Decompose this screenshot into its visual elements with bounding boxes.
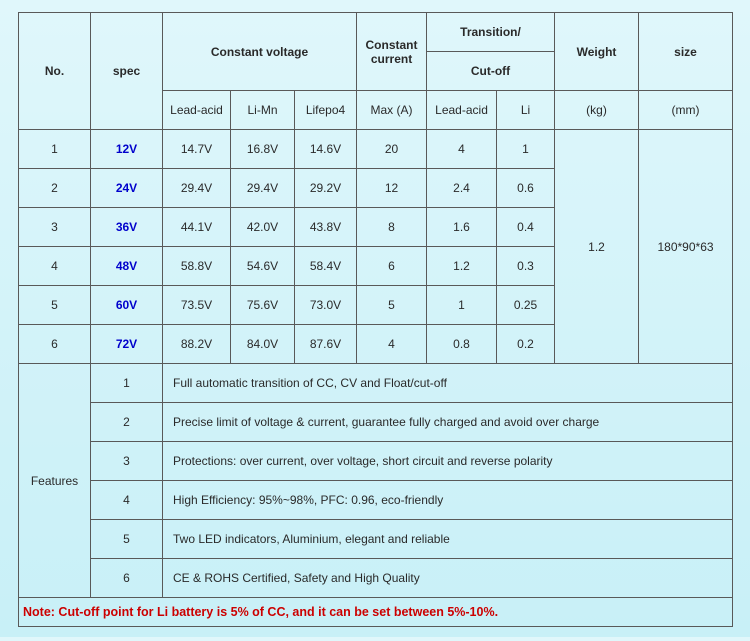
cell-co-li: 0.3 xyxy=(497,247,555,286)
header-constant-voltage: Constant voltage xyxy=(163,13,357,91)
cell-no: 4 xyxy=(19,247,91,286)
cell-co-lead: 1 xyxy=(427,286,497,325)
feature-row: 3 Protections: over current, over voltag… xyxy=(19,442,733,481)
cell-lead: 44.1V xyxy=(163,208,231,247)
cell-max: 5 xyxy=(357,286,427,325)
cell-co-lead: 0.8 xyxy=(427,325,497,364)
cell-lead: 29.4V xyxy=(163,169,231,208)
feature-row: 5 Two LED indicators, Aluminium, elegant… xyxy=(19,520,733,559)
feature-no: 6 xyxy=(91,559,163,598)
cell-co-lead: 4 xyxy=(427,130,497,169)
feature-text: Protections: over current, over voltage,… xyxy=(163,442,733,481)
cell-max: 6 xyxy=(357,247,427,286)
sh-li-mn: Li-Mn xyxy=(231,91,295,130)
cell-max: 8 xyxy=(357,208,427,247)
feature-text: CE & ROHS Certified, Safety and High Qua… xyxy=(163,559,733,598)
feature-no: 4 xyxy=(91,481,163,520)
table-row: 1 12V 14.7V 16.8V 14.6V 20 4 1 1.2 180*9… xyxy=(19,130,733,169)
cell-no: 2 xyxy=(19,169,91,208)
cell-limn: 16.8V xyxy=(231,130,295,169)
feature-no: 2 xyxy=(91,403,163,442)
features-label: Features xyxy=(19,364,91,598)
cell-lead: 14.7V xyxy=(163,130,231,169)
note-text: Note: Cut-off point for Li battery is 5%… xyxy=(19,598,733,627)
header-weight: Weight xyxy=(555,13,639,91)
cell-max: 12 xyxy=(357,169,427,208)
table-container: No. spec Constant voltage Constant curre… xyxy=(0,0,750,637)
feature-no: 1 xyxy=(91,364,163,403)
sh-lead-acid: Lead-acid xyxy=(163,91,231,130)
header-row-1: No. spec Constant voltage Constant curre… xyxy=(19,13,733,52)
cell-lead: 88.2V xyxy=(163,325,231,364)
cell-no: 5 xyxy=(19,286,91,325)
cell-lifepo4: 58.4V xyxy=(295,247,357,286)
cell-co-li: 0.4 xyxy=(497,208,555,247)
feature-text: Two LED indicators, Aluminium, elegant a… xyxy=(163,520,733,559)
cell-co-li: 0.6 xyxy=(497,169,555,208)
feature-text: Full automatic transition of CC, CV and … xyxy=(163,364,733,403)
cell-spec: 60V xyxy=(91,286,163,325)
cell-limn: 84.0V xyxy=(231,325,295,364)
cell-lifepo4: 14.6V xyxy=(295,130,357,169)
cell-spec: 36V xyxy=(91,208,163,247)
cell-limn: 54.6V xyxy=(231,247,295,286)
cell-spec: 72V xyxy=(91,325,163,364)
header-cutoff: Cut-off xyxy=(427,52,555,91)
cell-no: 3 xyxy=(19,208,91,247)
cell-spec: 12V xyxy=(91,130,163,169)
header-spec: spec xyxy=(91,13,163,130)
cell-max: 20 xyxy=(357,130,427,169)
cell-lifepo4: 87.6V xyxy=(295,325,357,364)
cell-lead: 58.8V xyxy=(163,247,231,286)
spec-table: No. spec Constant voltage Constant curre… xyxy=(18,12,733,627)
cell-co-li: 1 xyxy=(497,130,555,169)
feature-row: 2 Precise limit of voltage & current, gu… xyxy=(19,403,733,442)
feature-no: 5 xyxy=(91,520,163,559)
cell-max: 4 xyxy=(357,325,427,364)
feature-row: Features 1 Full automatic transition of … xyxy=(19,364,733,403)
cell-co-li: 0.25 xyxy=(497,286,555,325)
header-size: size xyxy=(639,13,733,91)
cell-co-li: 0.2 xyxy=(497,325,555,364)
cell-co-lead: 2.4 xyxy=(427,169,497,208)
header-transition: Transition/ xyxy=(427,13,555,52)
cell-lifepo4: 29.2V xyxy=(295,169,357,208)
feature-no: 3 xyxy=(91,442,163,481)
cell-no: 1 xyxy=(19,130,91,169)
feature-text: High Efficiency: 95%~98%, PFC: 0.96, eco… xyxy=(163,481,733,520)
sh-kg: (kg) xyxy=(555,91,639,130)
cell-limn: 42.0V xyxy=(231,208,295,247)
header-no: No. xyxy=(19,13,91,130)
header-constant-current: Constant current xyxy=(357,13,427,91)
cell-limn: 75.6V xyxy=(231,286,295,325)
cell-size: 180*90*63 xyxy=(639,130,733,364)
cell-lead: 73.5V xyxy=(163,286,231,325)
cell-limn: 29.4V xyxy=(231,169,295,208)
feature-row: 6 CE & ROHS Certified, Safety and High Q… xyxy=(19,559,733,598)
feature-row: 4 High Efficiency: 95%~98%, PFC: 0.96, e… xyxy=(19,481,733,520)
cell-spec: 24V xyxy=(91,169,163,208)
cell-co-lead: 1.2 xyxy=(427,247,497,286)
sh-max-a: Max (A) xyxy=(357,91,427,130)
cell-no: 6 xyxy=(19,325,91,364)
sh-mm: (mm) xyxy=(639,91,733,130)
feature-text: Precise limit of voltage & current, guar… xyxy=(163,403,733,442)
sh-lifepo4: Lifepo4 xyxy=(295,91,357,130)
cell-co-lead: 1.6 xyxy=(427,208,497,247)
cell-weight: 1.2 xyxy=(555,130,639,364)
cell-lifepo4: 43.8V xyxy=(295,208,357,247)
sh-lead-acid2: Lead-acid xyxy=(427,91,497,130)
cell-spec: 48V xyxy=(91,247,163,286)
cell-lifepo4: 73.0V xyxy=(295,286,357,325)
note-row: Note: Cut-off point for Li battery is 5%… xyxy=(19,598,733,627)
sh-li: Li xyxy=(497,91,555,130)
